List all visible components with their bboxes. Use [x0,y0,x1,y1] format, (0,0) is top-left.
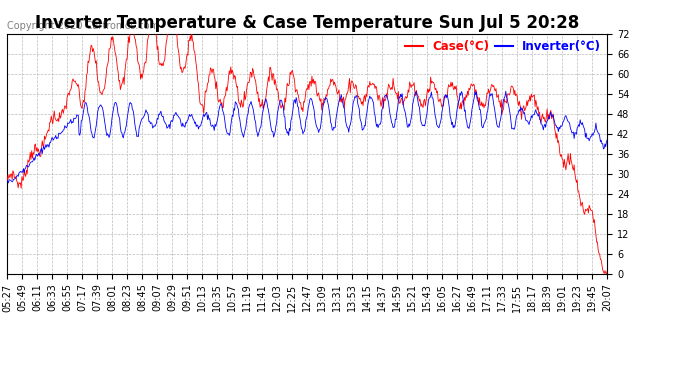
Title: Inverter Temperature & Case Temperature Sun Jul 5 20:28: Inverter Temperature & Case Temperature … [35,14,579,32]
Text: Copyright 2020 Cartronics.com: Copyright 2020 Cartronics.com [7,21,159,32]
Legend: Case(°C), Inverter(°C): Case(°C), Inverter(°C) [405,40,601,53]
